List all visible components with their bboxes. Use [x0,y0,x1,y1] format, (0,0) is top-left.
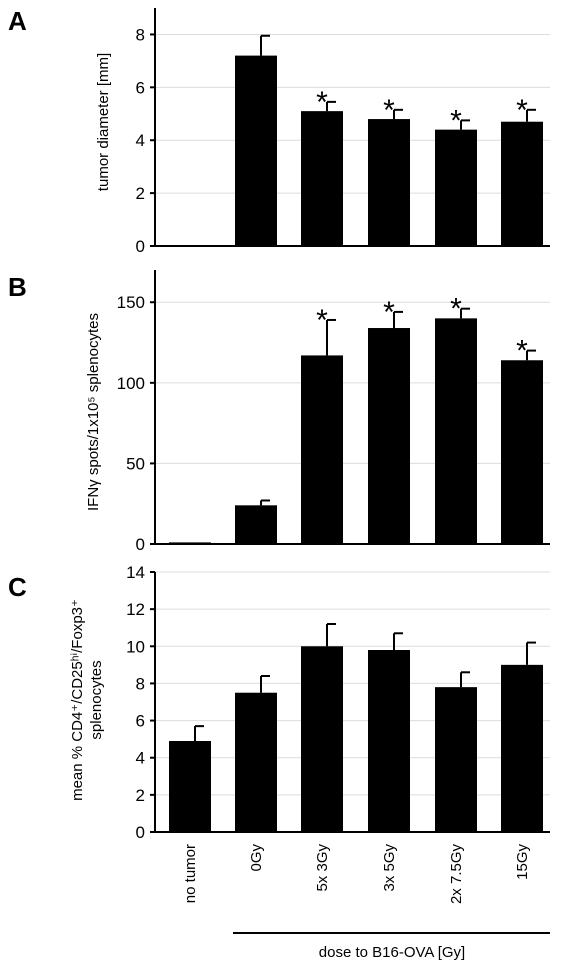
panel-c-letter: C [8,572,27,602]
panel-c-bar-5 [501,664,543,832]
panel-c-y-tick-label: 10 [126,637,145,656]
panel-c-bar-2 [301,646,343,832]
panel-b-bar-0 [169,542,211,544]
panel-c-ylabel-line2: splenocytes [88,660,105,739]
panel-c-bar-0 [169,741,211,832]
panel-b-group: B IFNγ spots/1x10⁵ splenocytes 0 50 100 150… [8,270,550,554]
panel-a-letter: A [8,6,27,36]
panel-a-y-tick-label: 6 [136,78,145,97]
panel-c-bar-1 [235,692,277,832]
panel-b-bar-5 [501,360,543,544]
panel-b-ylabel: IFNγ spots/1x10⁵ splenocytes [85,313,102,511]
category-label-4: 2x 7.5Gy [448,844,465,905]
category-labels: no tumor 0Gy 5x 3Gy 3x 5Gy 2x 7.5Gy 15Gy [182,844,531,905]
panel-a-y-tick-label: 2 [136,184,145,203]
panel-c-y-tick-label: 6 [136,712,145,731]
category-label-2: 5x 3Gy [314,844,331,892]
panel-c-bar-3 [368,650,410,832]
panel-b-significance-star-5: * [516,335,528,368]
panel-b-letter: B [8,272,27,302]
panel-a-significance-star-2: * [316,86,328,119]
category-label-0: no tumor [182,844,199,903]
panel-b-y-tick-label: 0 [136,535,145,554]
panel-c-y-tick-label: 4 [136,749,145,768]
panel-a-bar-4 [435,129,477,246]
panel-c-chart: 0 2 4 6 8 10 12 14 [126,563,550,842]
panel-b-bar-3 [368,328,410,544]
panel-a-bar-5 [501,121,543,246]
panel-c-group: C mean % CD4⁺/CD25ʰⁱ/Foxp3⁺ splenocytes … [8,563,550,842]
panel-a-y-tick-label: 4 [136,131,145,150]
panel-b-chart: 0 50 100 150 * * * * [117,270,550,554]
category-label-3: 3x 5Gy [381,844,398,892]
panel-c-ylabel-line1: mean % CD4⁺/CD25ʰⁱ/Foxp3⁺ [69,599,86,801]
panel-b-y-tick-label: 100 [117,374,145,393]
panel-c-y-tick-label: 2 [136,786,145,805]
panel-b-y-tick-label: 50 [126,454,145,473]
panel-a-significance-star-3: * [383,94,395,127]
panel-c-bar-4 [435,687,477,832]
panel-c-y-tick-label: 14 [126,563,145,582]
panel-b-significance-star-2: * [316,304,328,337]
panel-a-significance-star-5: * [516,94,528,127]
panel-c-y-tick-label: 0 [136,823,145,842]
panel-b-y-tick-label: 150 [117,293,145,312]
panel-a-group: A tumor diameter [mm] 0 2 4 6 8 * * * * [8,6,550,256]
panel-a-bar-2 [301,111,343,246]
panel-a-chart: 0 2 4 6 8 * * * * [136,8,550,256]
panel-a-bar-1 [235,55,277,246]
panel-b-significance-star-3: * [383,296,395,329]
panel-b-bar-1 [235,505,277,544]
category-label-1: 0Gy [248,844,265,872]
panel-c-y-tick-label: 8 [136,674,145,693]
panel-b-bar-4 [435,318,477,544]
group-xlabel: dose to B16-OVA [Gy] [319,944,465,961]
panel-a-y-tick-label: 0 [136,237,145,256]
panel-c-y-tick-label: 12 [126,600,145,619]
panel-b-bar-2 [301,355,343,544]
category-label-5: 15Gy [514,844,531,880]
panel-b-significance-star-4: * [450,293,462,326]
panel-a-significance-star-4: * [450,104,462,137]
panel-a-ylabel: tumor diameter [mm] [95,53,112,191]
panel-a-y-tick-label: 8 [136,25,145,44]
panel-a-bar-3 [368,119,410,246]
